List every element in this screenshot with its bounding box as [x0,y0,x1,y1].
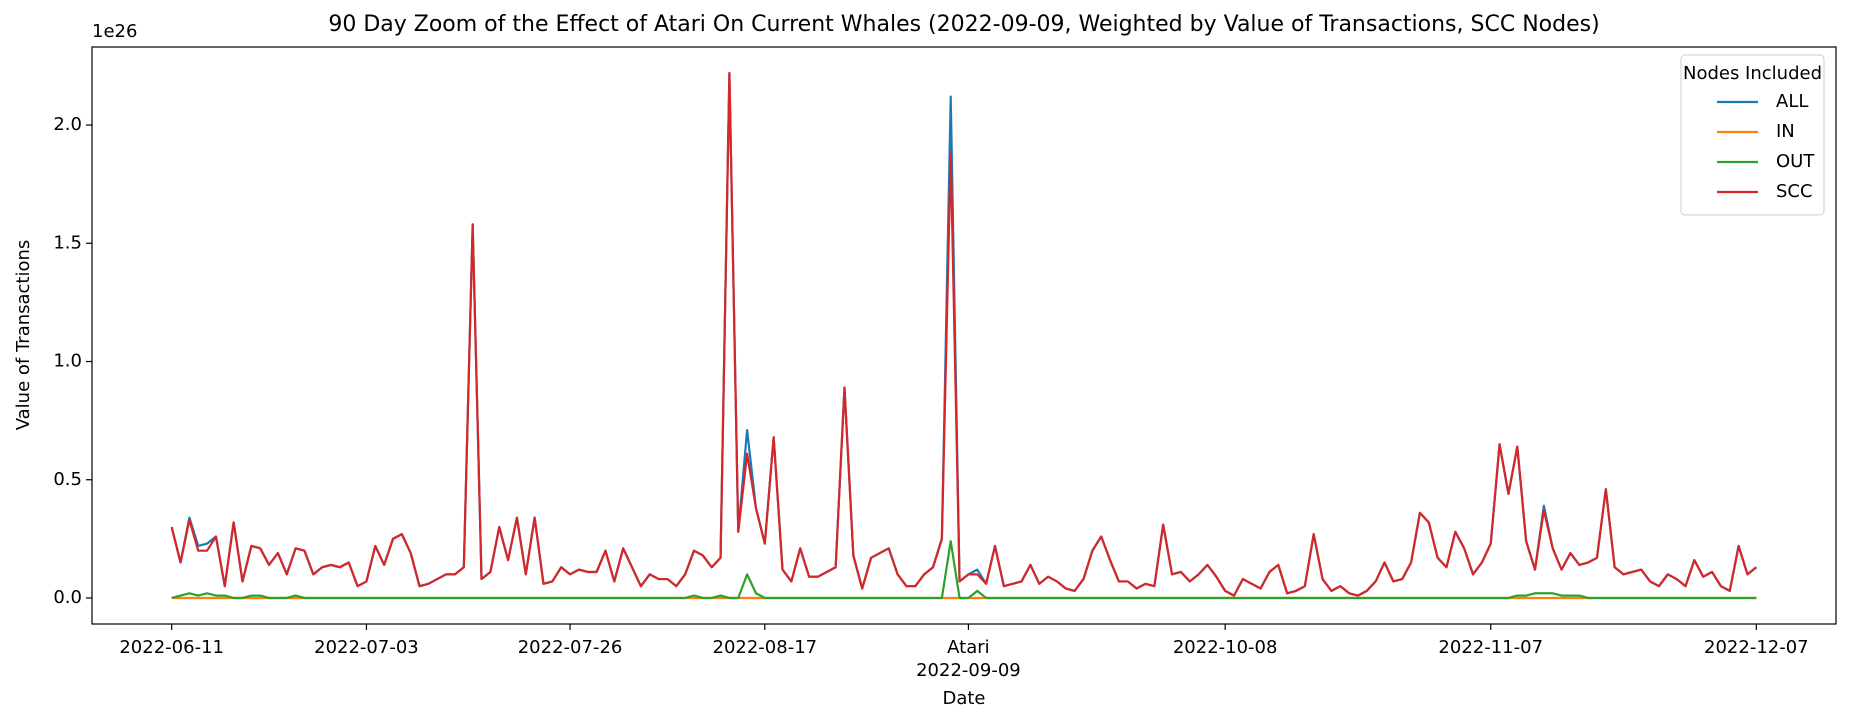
y-axis-label: Value of Transactions [13,240,34,431]
chart-title: 90 Day Zoom of the Effect of Atari On Cu… [328,12,1599,37]
x-tick-label: 2022-07-03 [314,637,419,658]
plot-frame [91,46,1837,625]
legend-label: IN [1776,121,1795,142]
y-tick-label: 0.0 [53,587,82,608]
y-tick-label: 0.5 [53,469,82,490]
legend-title: Nodes Included [1683,63,1822,84]
x-tick-label: 2022-07-26 [518,637,623,658]
x-tick-label: 2022-12-07 [1704,637,1809,658]
legend-label: OUT [1776,151,1815,172]
y-tick-label: 1.5 [53,232,82,253]
x-tick-label: 2022-10-08 [1173,637,1278,658]
y-tick-label: 1.0 [53,351,82,372]
x-tick-label: 2022-08-17 [713,637,818,658]
x-tick-label: 2022-11-07 [1438,637,1543,658]
x-tick-label: 2022-06-11 [119,637,224,658]
series-line [171,540,1757,600]
y-offset-label: 1e26 [92,21,137,42]
y-tick-label: 2.0 [53,114,82,135]
series-line [170,71,1758,597]
x-tick-label: 2022-09-09 [916,660,1021,681]
annotation: Atari [947,637,990,658]
x-axis-label: Date [942,688,985,709]
series-line [170,71,1758,597]
legend-label: SCC [1776,181,1813,202]
legend-box [1680,54,1825,216]
legend-label: ALL [1776,91,1808,112]
